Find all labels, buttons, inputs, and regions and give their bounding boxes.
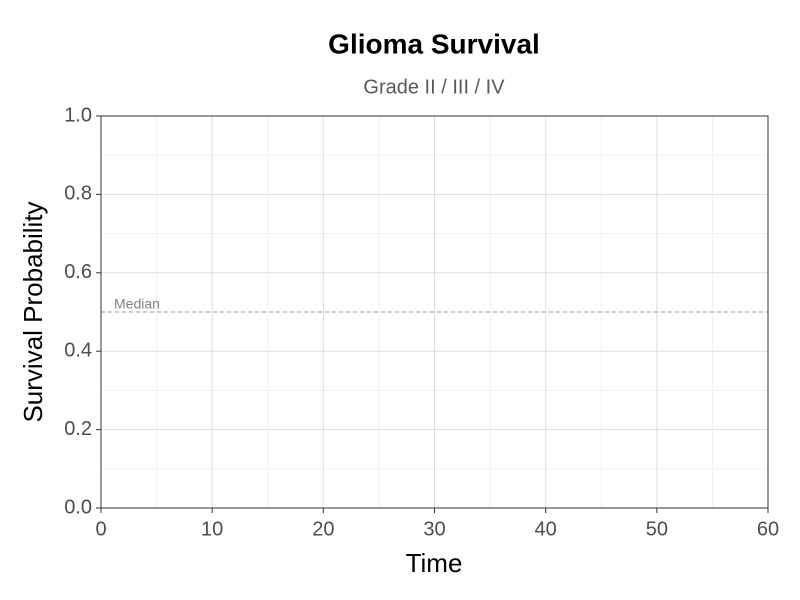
chart-subtitle: Grade II / III / IV <box>363 76 505 98</box>
x-tick-label: 40 <box>535 518 557 540</box>
plot-border <box>100 115 769 509</box>
chart-title: Glioma Survival <box>328 28 540 59</box>
x-tick-label: 50 <box>646 518 668 540</box>
y-axis-label: Survival Probability <box>18 201 48 422</box>
x-tick-label: 20 <box>312 518 334 540</box>
x-tick-label: 0 <box>95 518 106 540</box>
x-tick-label: 30 <box>423 518 445 540</box>
y-tick-label: 0.0 <box>64 496 92 518</box>
y-tick-label: 0.2 <box>64 418 92 440</box>
x-tick-label: 60 <box>757 518 779 540</box>
y-tick-label: 0.8 <box>64 183 92 205</box>
x-axis-label: Time <box>406 548 463 578</box>
y-tick-label: 1.0 <box>64 104 92 126</box>
y-tick-label: 0.4 <box>64 339 92 361</box>
y-tick-label: 0.6 <box>64 261 92 283</box>
reference-label: Median <box>114 296 160 312</box>
x-tick-label: 10 <box>201 518 223 540</box>
